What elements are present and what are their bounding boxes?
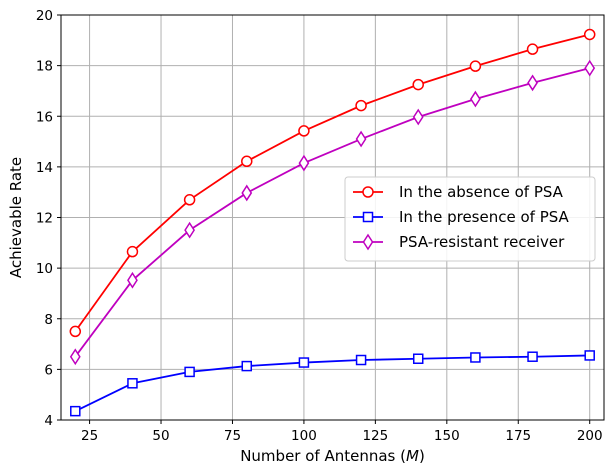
x-axis-label: Number of Antennas (M) xyxy=(240,447,425,465)
y-tick-label: 10 xyxy=(36,261,53,277)
y-tick-label: 6 xyxy=(44,362,53,378)
data-point xyxy=(241,155,253,168)
legend-box xyxy=(344,176,596,262)
data-point xyxy=(126,245,139,258)
data-point xyxy=(470,90,481,108)
x-tick-label: 25 xyxy=(81,428,98,444)
legend-marker xyxy=(362,233,374,251)
y-axis-label: Achievable Rate xyxy=(7,157,25,278)
y-tick-label: 8 xyxy=(44,312,53,328)
series-line xyxy=(74,33,590,332)
x-tick-label: 75 xyxy=(224,428,241,444)
data-point xyxy=(355,130,367,148)
data-point xyxy=(583,28,596,41)
data-point xyxy=(526,43,539,55)
legend-item-1: In the absence of PSA xyxy=(353,183,564,201)
data-point xyxy=(69,325,82,338)
y-tick-label: 14 xyxy=(36,160,53,176)
legend-item-3: PSA-resistant receiver xyxy=(353,233,565,251)
legend-item-2: In the presence of PSA xyxy=(353,208,570,226)
data-point xyxy=(298,154,310,172)
legend-marker xyxy=(362,186,374,198)
series-line xyxy=(74,354,590,412)
data-point xyxy=(412,108,424,126)
data-point xyxy=(127,378,138,389)
data-point xyxy=(184,221,195,239)
series-layer xyxy=(69,28,596,417)
data-point xyxy=(69,348,81,366)
data-point xyxy=(127,271,138,289)
legend-label: In the absence of PSA xyxy=(399,183,564,201)
data-point xyxy=(412,353,424,364)
y-tick-label: 12 xyxy=(36,211,53,227)
data-point xyxy=(298,357,310,368)
legend-label: PSA-resistant receiver xyxy=(399,233,565,251)
data-point xyxy=(241,360,253,372)
data-point xyxy=(470,352,481,363)
data-point xyxy=(355,99,367,112)
data-point xyxy=(298,125,310,137)
legend-marker xyxy=(362,211,374,223)
legend: In the absence of PSA In the presence of … xyxy=(344,176,596,262)
x-axis-label-variable: M xyxy=(406,447,419,465)
legend-label: In the presence of PSA xyxy=(399,208,570,226)
x-tick-label: 125 xyxy=(362,428,388,444)
x-tick-label: 150 xyxy=(434,428,460,444)
x-tick-label: 175 xyxy=(505,428,531,444)
data-point xyxy=(469,60,482,72)
data-point xyxy=(241,184,253,202)
axis-ticks xyxy=(57,14,591,424)
x-tick-label: 200 xyxy=(577,428,603,444)
plot-frame xyxy=(60,14,605,421)
series-2 xyxy=(70,350,595,417)
data-point xyxy=(527,351,538,362)
series-3 xyxy=(69,59,596,366)
y-tick-label: 20 xyxy=(36,8,53,24)
x-tick-label: 50 xyxy=(152,428,169,444)
data-point xyxy=(355,354,367,366)
y-tick-label: 18 xyxy=(36,59,53,75)
data-point xyxy=(184,366,195,378)
data-point xyxy=(70,405,81,417)
series-1 xyxy=(69,28,596,338)
data-point xyxy=(584,59,596,77)
series-line xyxy=(74,67,590,358)
y-tick-label: 4 xyxy=(44,413,53,429)
y-tick-label: 16 xyxy=(36,109,53,125)
x-tick-label: 100 xyxy=(291,428,317,444)
tick-labels: 25 50 75 100 125 150 175 200 4 6 8 10 12 14 16 18 20 xyxy=(36,8,603,444)
data-point xyxy=(183,194,196,206)
data-point xyxy=(527,74,538,92)
data-point xyxy=(412,78,424,91)
data-point xyxy=(584,350,595,361)
